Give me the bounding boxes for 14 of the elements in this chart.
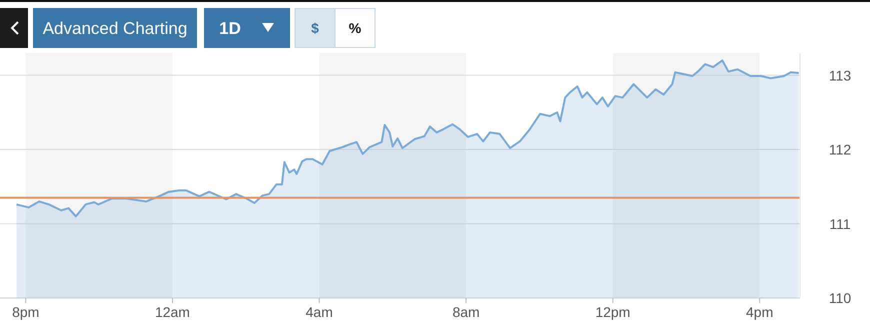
text: % — [348, 20, 362, 36]
y-tick-label: 113 — [828, 67, 852, 84]
y-tick-label: 110 — [828, 290, 852, 306]
text: Advanced Charting — [42, 19, 188, 38]
y-tick-label: 111 — [829, 216, 851, 232]
x-tick-label: 4am — [306, 304, 333, 320]
x-tick-label: 12am — [154, 304, 190, 320]
text: 1D — [219, 19, 241, 38]
x-tick-label: 12pm — [595, 304, 630, 320]
x-tick-label: 8pm — [12, 304, 40, 320]
x-tick-label: 4pm — [746, 304, 774, 320]
x-tick-label: 8am — [452, 304, 480, 320]
text: $ — [311, 20, 320, 36]
y-tick-label: 112 — [828, 142, 852, 158]
